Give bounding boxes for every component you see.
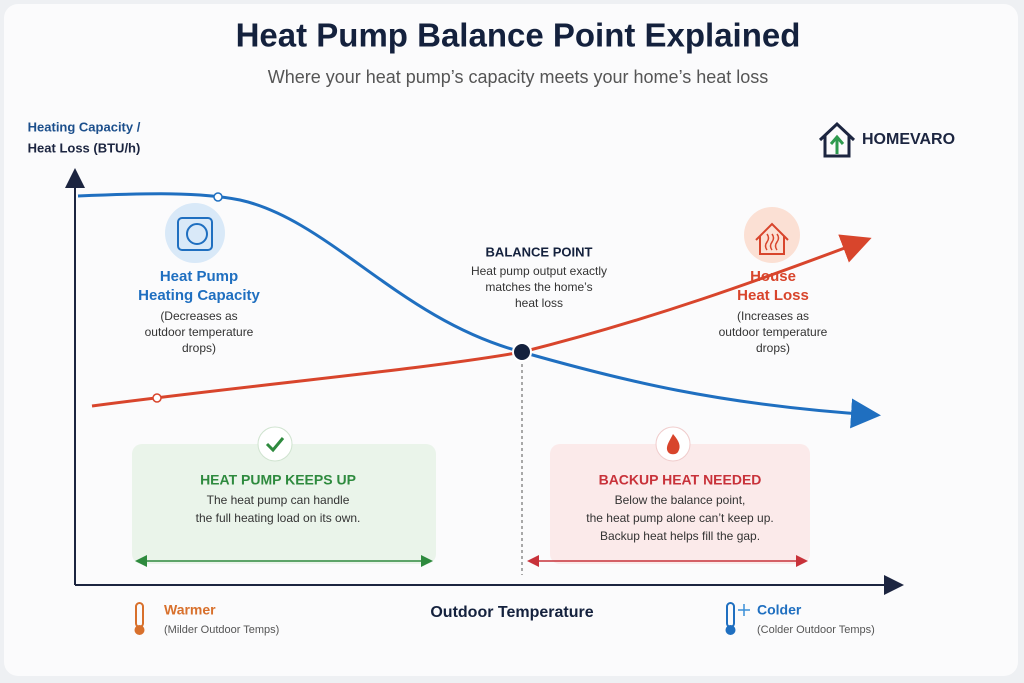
zone-ok bbox=[132, 444, 436, 564]
title: Heat Pump Balance Point Explained bbox=[236, 17, 801, 54]
house bbox=[755, 222, 789, 255]
zone-text: the heat pump alone can’t keep up. bbox=[586, 511, 773, 525]
house-note: outdoor temperature bbox=[719, 325, 828, 339]
heat-pump-note: (Decreases as bbox=[160, 309, 237, 323]
house-title: House bbox=[750, 268, 796, 285]
house-title: Heat Loss bbox=[737, 287, 809, 304]
heat-pump-unit bbox=[177, 217, 213, 251]
house-note: (Increases as bbox=[737, 309, 809, 323]
brand: HOMEVARO bbox=[862, 131, 955, 148]
zone-title: BACKUP HEAT NEEDED bbox=[599, 472, 762, 488]
colder-note: (Colder Outdoor Temps) bbox=[757, 624, 875, 636]
warm-thermometer bbox=[134, 602, 145, 635]
zone-backup bbox=[550, 444, 810, 564]
heat-pump-title: Heat Pump bbox=[160, 268, 238, 285]
balance-point bbox=[512, 342, 532, 362]
y-label: Heating Capacity / bbox=[28, 119, 141, 134]
curve-dot bbox=[213, 192, 223, 202]
capacity-curve bbox=[77, 192, 881, 429]
zone-text: the full heating load on its own. bbox=[196, 511, 361, 525]
heat-waves bbox=[764, 233, 780, 251]
x-label: Outdoor Temperature bbox=[430, 604, 593, 621]
brand-logo bbox=[818, 121, 856, 158]
house-note: drops) bbox=[756, 341, 790, 355]
zone-text: Below the balance point, bbox=[615, 493, 746, 507]
heat-pump-title: Heating Capacity bbox=[138, 287, 260, 304]
flame bbox=[666, 434, 680, 455]
subtitle: Where your heat pump’s capacity meets yo… bbox=[268, 67, 769, 87]
balance-note: Heat pump output exactly bbox=[471, 264, 607, 278]
heat-pump-note: outdoor temperature bbox=[145, 325, 254, 339]
y-label: Heat Loss (BTU/h) bbox=[28, 140, 141, 155]
heat-pump-icon bbox=[165, 203, 225, 263]
curve-dot bbox=[152, 393, 162, 403]
check-icon bbox=[257, 426, 293, 462]
fan bbox=[186, 223, 208, 245]
cold-thermometer bbox=[725, 602, 750, 635]
check-mark bbox=[265, 437, 285, 453]
balance-title: BALANCE POINT bbox=[486, 244, 593, 259]
zone-title: HEAT PUMP KEEPS UP bbox=[200, 472, 356, 488]
heat-pump-note: drops) bbox=[182, 341, 216, 355]
balance-note: heat loss bbox=[515, 296, 563, 310]
card bbox=[4, 4, 1018, 676]
warmer: Warmer bbox=[164, 602, 216, 618]
warmer-note: (Milder Outdoor Temps) bbox=[164, 624, 279, 636]
zone-text: Backup heat helps fill the gap. bbox=[600, 529, 760, 543]
zone-text: The heat pump can handle bbox=[207, 493, 350, 507]
colder: Colder bbox=[757, 602, 802, 618]
balance-note: matches the home’s bbox=[485, 280, 592, 294]
